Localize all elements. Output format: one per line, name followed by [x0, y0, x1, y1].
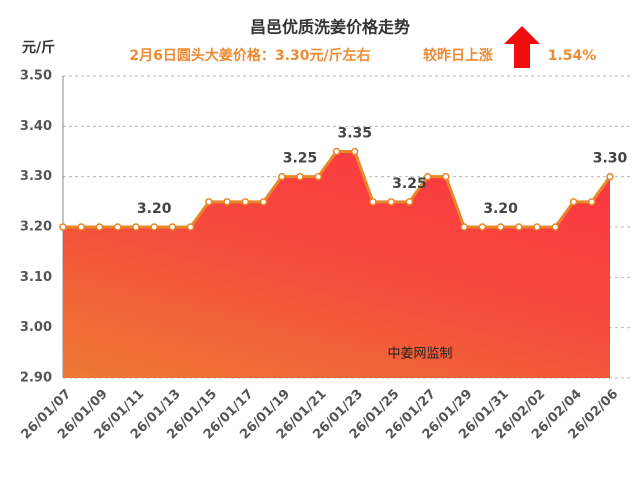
value-label: 3.35 [337, 126, 372, 142]
marker [278, 172, 286, 181]
marker [259, 198, 268, 206]
marker [223, 198, 231, 206]
watermark: 中姜网监制 [387, 347, 452, 362]
marker [423, 172, 432, 181]
y-axis-label: 元/斤 [22, 39, 55, 56]
value-label: 3.25 [283, 151, 318, 167]
marker [387, 198, 395, 206]
marker [150, 223, 158, 231]
marker [59, 223, 67, 231]
y-tick-label: 3.10 [20, 270, 52, 285]
change-value: 1.54% [548, 48, 597, 64]
up-arrow [504, 26, 540, 68]
marker [95, 223, 104, 231]
marker [168, 223, 177, 231]
y-tick-label: 3.30 [20, 169, 52, 184]
change-text: 较昨日上涨 [423, 47, 493, 64]
marker [350, 147, 359, 156]
chart-title: 昌邑优质洗姜价格走势 [250, 18, 410, 37]
marker [569, 198, 578, 206]
marker [588, 198, 596, 206]
marker [405, 198, 414, 206]
marker [460, 223, 468, 231]
marker [478, 223, 487, 231]
subtitle: 2月6日圆头大姜价格：3.30元/斤左右 [129, 47, 370, 64]
marker [113, 223, 122, 231]
marker [296, 172, 304, 181]
marker [132, 223, 140, 231]
marker [515, 223, 523, 231]
marker [186, 223, 195, 231]
marker [442, 172, 450, 181]
y-tick-label: 3.20 [20, 220, 52, 235]
marker [496, 223, 505, 231]
marker [551, 223, 560, 231]
y-tick-label: 3.00 [20, 320, 52, 335]
marker [205, 198, 213, 206]
value-label: 3.30 [593, 151, 628, 167]
value-label: 3.20 [483, 201, 518, 217]
y-tick-label: 3.50 [20, 69, 52, 84]
marker [77, 223, 85, 231]
marker [369, 198, 377, 206]
marker [314, 172, 323, 181]
area [63, 151, 610, 378]
value-label: 3.25 [392, 176, 427, 192]
y-tick-label: 3.40 [20, 119, 52, 134]
value-label: 3.20 [137, 201, 172, 217]
marker [332, 147, 341, 156]
y-tick-label: 2.90 [20, 371, 52, 386]
marker [606, 172, 614, 181]
marker [533, 223, 541, 231]
marker [241, 198, 250, 206]
